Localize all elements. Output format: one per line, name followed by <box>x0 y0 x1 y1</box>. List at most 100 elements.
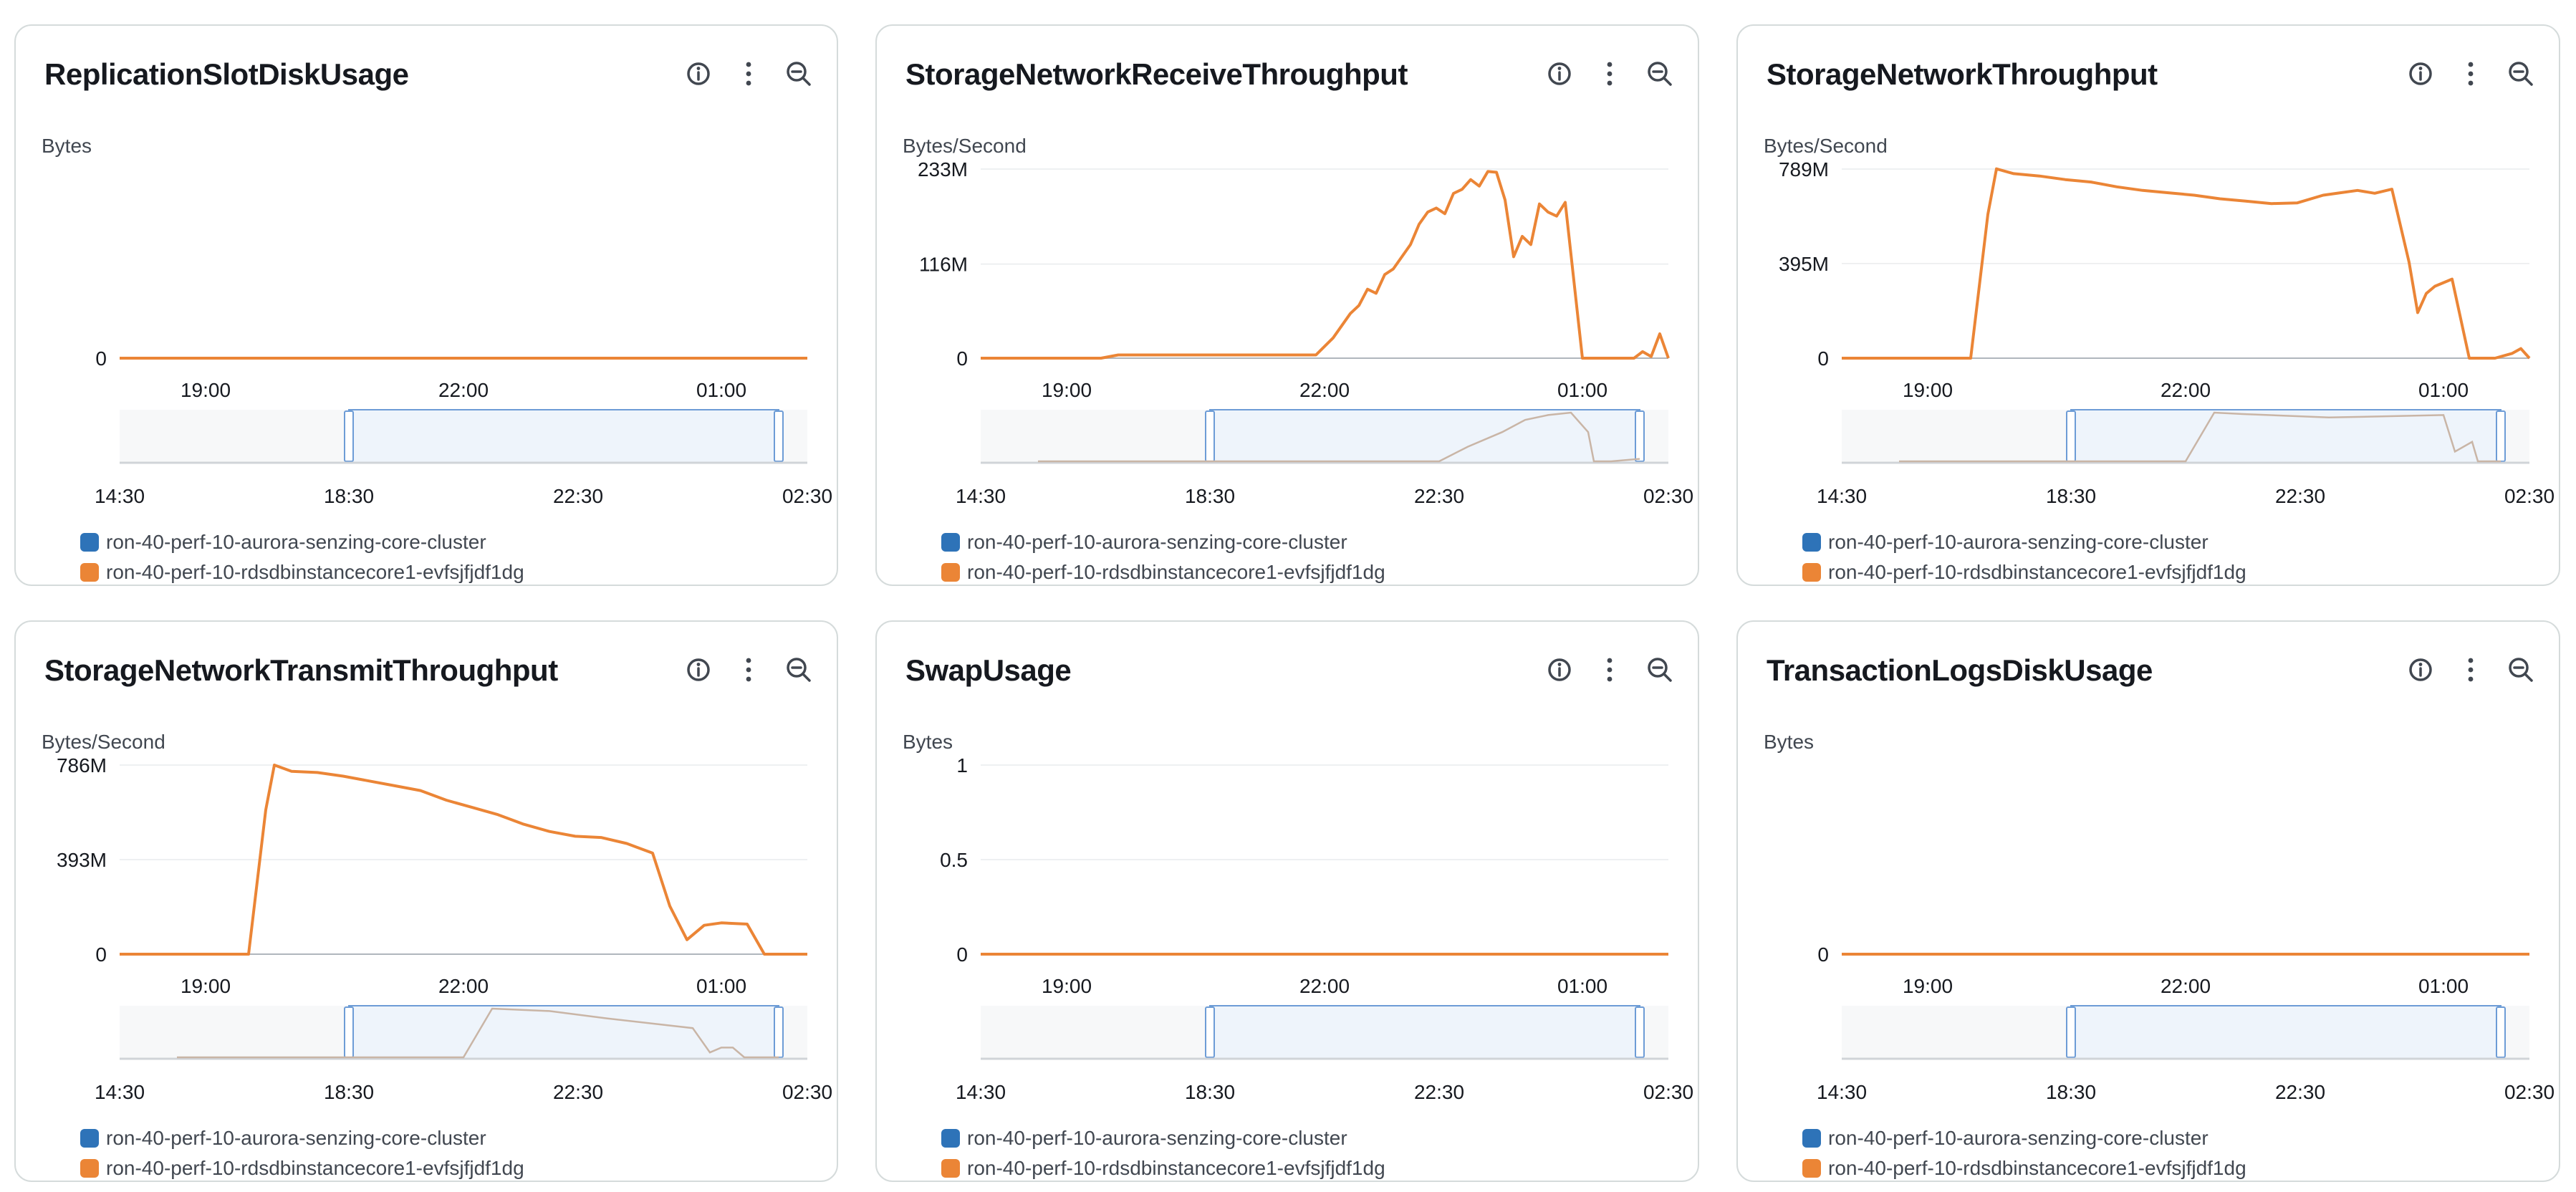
legend-label: ron-40-perf-10-aurora-senzing-core-clust… <box>106 531 486 553</box>
y-tick-label: 0 <box>1817 943 1829 966</box>
info-button[interactable] <box>1540 650 1579 689</box>
overview-selection[interactable] <box>2070 1005 2501 1059</box>
legend-swatch <box>1802 563 1821 582</box>
y-tick-label: 789M <box>1779 158 1829 181</box>
legend-label: ron-40-perf-10-rdsdbinstancecore1-evfsjf… <box>106 561 524 583</box>
more-actions-button[interactable] <box>2451 54 2490 93</box>
zoom-out-button[interactable] <box>779 650 818 689</box>
zoom-out-button[interactable] <box>1640 650 1679 689</box>
y-tick-label: 0 <box>95 943 107 966</box>
overview-handle-left[interactable] <box>1205 1006 1215 1058</box>
x-tick-label: 22:00 <box>2161 379 2211 401</box>
info-button[interactable] <box>679 650 718 689</box>
overview-tick-label: 14:30 <box>1817 1081 1867 1103</box>
panel-title: StorageNetworkThroughput <box>1767 57 2158 91</box>
info-button[interactable] <box>2401 54 2440 93</box>
overview-tick-label: 22:30 <box>2275 485 2325 507</box>
more-actions-button[interactable] <box>2451 650 2490 689</box>
y-tick-label: 0 <box>1817 347 1829 370</box>
overview-selection[interactable] <box>2070 409 2501 463</box>
overview-selection[interactable] <box>348 409 779 463</box>
legend-swatch <box>941 563 960 582</box>
y-axis-unit-label: Bytes/Second <box>1764 135 1888 157</box>
more-actions-button[interactable] <box>729 54 768 93</box>
zoom-out-button[interactable] <box>2501 650 2540 689</box>
more-vertical-icon <box>746 658 751 682</box>
line-chart: 1 0.5 0 19:00 22:00 01:00 14:30 18:30 22:30 02:30 <box>940 754 1693 1103</box>
overview-tick-label: 22:30 <box>2275 1081 2325 1103</box>
overview-handle-right[interactable] <box>1635 1006 1645 1058</box>
more-actions-button[interactable] <box>729 650 768 689</box>
metric-panel-replication-slot-disk-usage: ReplicationSlotDiskUsage Bytes 0 19:00 22:00… <box>14 24 838 586</box>
x-tick-label: 01:00 <box>2418 379 2469 401</box>
overview-handle-left[interactable] <box>344 410 354 462</box>
panel-title: ReplicationSlotDiskUsage <box>44 57 409 91</box>
overview-handle-left[interactable] <box>1205 410 1215 462</box>
metric-panel-transaction-logs-disk-usage: TransactionLogsDiskUsage Bytes 0 19:00 22:00… <box>1736 620 2560 1182</box>
x-tick-label: 22:00 <box>438 379 489 401</box>
y-tick-label: 116M <box>919 254 968 276</box>
overview-tick-label: 18:30 <box>1185 485 1235 507</box>
y-axis-unit-label: Bytes/Second <box>903 135 1027 157</box>
overview-handle-left[interactable] <box>2066 410 2076 462</box>
overview-tick-label: 14:30 <box>95 1081 145 1103</box>
legend-label: ron-40-perf-10-aurora-senzing-core-clust… <box>967 1127 1347 1149</box>
more-actions-button[interactable] <box>1590 54 1629 93</box>
legend-swatch <box>1802 1159 1821 1178</box>
legend-label: ron-40-perf-10-aurora-senzing-core-clust… <box>967 531 1347 553</box>
x-tick-label: 19:00 <box>1903 379 1953 401</box>
overview-handle-right[interactable] <box>1635 410 1645 462</box>
x-tick-label: 22:00 <box>1299 379 1350 401</box>
line-chart: 0 19:00 22:00 01:00 14:30 18:30 22:30 02:30 <box>95 347 832 507</box>
overview-tick-label: 02:30 <box>2504 1081 2555 1103</box>
overview-tick-label: 02:30 <box>2504 485 2555 507</box>
x-tick-label: 19:00 <box>1903 975 1953 997</box>
zoom-out-button[interactable] <box>779 54 818 93</box>
x-tick-label: 19:00 <box>181 975 231 997</box>
zoom-out-icon <box>787 658 811 682</box>
metric-panel-storage-network-throughput: StorageNetworkThroughput Bytes/Second 789M… <box>1736 24 2560 586</box>
line-chart: 786M 393M 0 19:00 22:00 01:00 14:30 18:30 22:30 0… <box>57 754 832 1103</box>
zoom-out-button[interactable] <box>1640 54 1679 93</box>
info-button[interactable] <box>679 54 718 93</box>
metric-panel-swap-usage: SwapUsage Bytes 1 0.5 0 19:00 22:00 01:00 14:30 1… <box>875 620 1699 1182</box>
y-tick-label: 393M <box>57 849 107 871</box>
overview-handle-right[interactable] <box>774 410 784 462</box>
legend-label: ron-40-perf-10-rdsdbinstancecore1-evfsjf… <box>1828 1157 2246 1179</box>
legend-swatch <box>80 1159 99 1178</box>
overview-handle-right[interactable] <box>2496 1006 2506 1058</box>
overview-tick-label: 02:30 <box>782 485 832 507</box>
zoom-out-icon <box>1648 62 1672 86</box>
x-tick-label: 01:00 <box>696 379 746 401</box>
overview-series-line <box>1899 411 2501 463</box>
y-axis-unit-label: Bytes <box>903 731 953 753</box>
y-tick-label: 0 <box>956 347 968 370</box>
more-vertical-icon <box>1607 658 1613 682</box>
legend-swatch <box>941 1129 960 1148</box>
series-line <box>1842 167 2531 360</box>
overview-tick-label: 02:30 <box>1643 1081 1693 1103</box>
overview-handle-right[interactable] <box>2496 410 2506 462</box>
info-icon <box>1548 62 1571 85</box>
y-tick-label: 1 <box>956 754 968 777</box>
info-button[interactable] <box>1540 54 1579 93</box>
legend-label: ron-40-perf-10-rdsdbinstancecore1-evfsjf… <box>967 561 1385 583</box>
y-tick-label: 0 <box>95 347 107 370</box>
overview-handle-left[interactable] <box>344 1006 354 1058</box>
zoom-out-icon <box>787 62 811 86</box>
zoom-out-button[interactable] <box>2501 54 2540 93</box>
overview-handle-left[interactable] <box>2066 1006 2076 1058</box>
overview-series-line <box>177 1007 779 1059</box>
info-button[interactable] <box>2401 650 2440 689</box>
y-tick-label: 233M <box>918 158 968 181</box>
overview-tick-label: 22:30 <box>1414 485 1464 507</box>
overview-selection[interactable] <box>1209 1005 1640 1059</box>
more-actions-button[interactable] <box>1590 650 1629 689</box>
info-icon <box>2409 658 2432 681</box>
overview-handle-right[interactable] <box>774 1006 784 1058</box>
legend-label: ron-40-perf-10-rdsdbinstancecore1-evfsjf… <box>1828 561 2246 583</box>
line-chart: 789M 395M 0 19:00 22:00 01:00 14:30 18:30 22:30 0… <box>1779 158 2555 507</box>
more-vertical-icon <box>2468 62 2474 86</box>
legend-label: ron-40-perf-10-aurora-senzing-core-clust… <box>1828 1127 2209 1149</box>
